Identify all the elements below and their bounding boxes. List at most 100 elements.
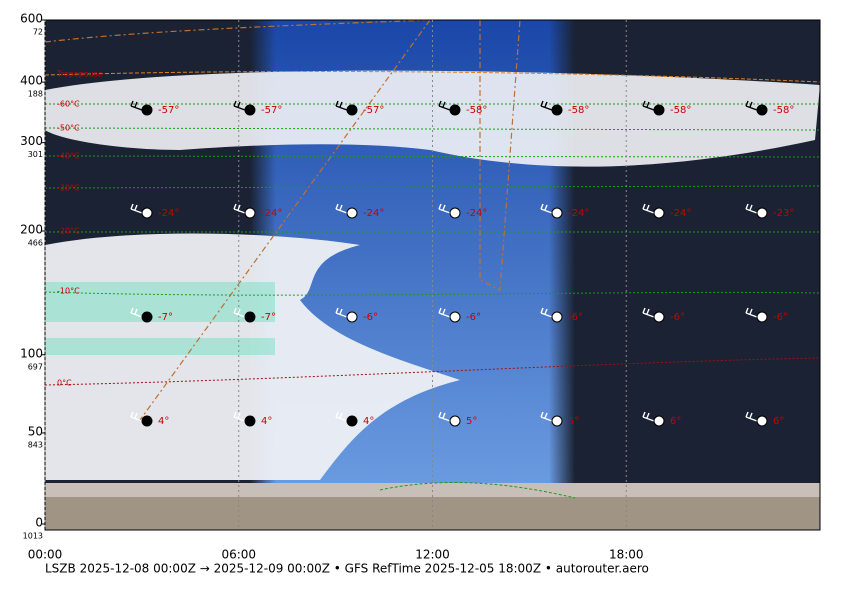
trajectory: [44, 19, 521, 421]
pressure-label: 301: [28, 150, 43, 159]
temperature-label: -7°: [261, 312, 276, 323]
pressure-label: 843: [28, 440, 43, 449]
isotherm-label: -60°C: [57, 100, 80, 109]
wind-barb: [642, 411, 655, 422]
wind-barb: [642, 100, 655, 111]
x-tick-label: 00:00: [28, 548, 63, 562]
wind-barb: [540, 203, 553, 214]
pressure-label: 188: [28, 90, 43, 99]
temperature-label: -57°: [261, 105, 282, 116]
pressure-label: 1013: [23, 532, 43, 541]
wind-barb: [233, 411, 246, 422]
temperature-label: -7°: [158, 312, 173, 323]
temperature-label: 4°: [261, 416, 272, 427]
pressure-label: 72: [33, 28, 43, 37]
wind-barb: [745, 307, 758, 318]
cloud-cover-symbol: [244, 311, 256, 323]
footer: LSZB 2025-12-08 00:00Z → 2025-12-09 00:0…: [45, 562, 649, 576]
cloud-cover-symbol: [244, 104, 256, 116]
y-tick-label: 300: [20, 134, 43, 148]
temperature-label: -24°: [363, 208, 384, 219]
temperature-label: -6°: [568, 312, 583, 323]
wind-barb: [233, 203, 246, 214]
temperature-label: -24°: [670, 208, 691, 219]
temperature-label: -58°: [466, 105, 487, 116]
wind-barb: [438, 307, 451, 318]
isotherms: [44, 103, 821, 296]
temperature-label: -24°: [158, 208, 179, 219]
isotherm-ground: [379, 482, 576, 499]
temperature-label: 5°: [568, 416, 579, 427]
cloud-cover-symbol: [551, 104, 563, 116]
isotherm-label: -30°C: [57, 184, 80, 193]
wind-barb: [335, 411, 348, 422]
cloud-cover-symbol: [346, 311, 358, 323]
cloud-cover-symbol: [346, 207, 358, 219]
cloud-cover-symbol: [653, 104, 665, 116]
temperature-label: -58°: [568, 105, 589, 116]
cloud-cover-symbol: [653, 207, 665, 219]
pressure-label: 466: [28, 239, 43, 248]
wind-barb: [438, 203, 451, 214]
wind-barb: [335, 307, 348, 318]
temperature-label: -23°: [773, 208, 794, 219]
isotherm-label: -40°C: [57, 152, 80, 161]
wind-barb: [642, 203, 655, 214]
temperature-label: -6°: [363, 312, 378, 323]
wind-barb: [540, 100, 553, 111]
cloud-cover-symbol: [449, 311, 461, 323]
temperature-label: -57°: [158, 105, 179, 116]
temperature-label: -58°: [670, 105, 691, 116]
wind-barb: [233, 307, 246, 318]
pressure-label: 697: [28, 362, 43, 371]
terrain: [45, 497, 820, 530]
wind-barb: [642, 307, 655, 318]
cloud-high: [45, 70, 820, 167]
wind-barb: [130, 100, 143, 111]
wind-barb: [130, 203, 143, 214]
cloud-cover-symbol: [449, 207, 461, 219]
isotherm-label: -20°C: [57, 227, 80, 236]
x-tick-label: 18:00: [609, 548, 644, 562]
temperature-label: 6°: [773, 416, 784, 427]
wind-barb: [335, 100, 348, 111]
temperature-label: 4°: [158, 416, 169, 427]
y-tick-label: 0: [35, 516, 43, 530]
cloud-cover-symbol: [653, 415, 665, 427]
cloud-cover-symbol: [449, 104, 461, 116]
isotherm-label: -50°C: [57, 124, 80, 133]
tropopause-line: [44, 70, 821, 83]
cloud-cover-symbol: [756, 104, 768, 116]
wind-barb: [130, 307, 143, 318]
cloud-cover-symbol: [141, 415, 153, 427]
cloud-cover-symbol: [653, 311, 665, 323]
cloud-cover-symbol: [244, 207, 256, 219]
cloud-cover-symbol: [551, 415, 563, 427]
cloud-cover-symbol: [756, 311, 768, 323]
wind-barb: [745, 411, 758, 422]
temperature-label: -57°: [363, 105, 384, 116]
cloud-cover-symbol: [756, 207, 768, 219]
cloud-cover-symbol: [449, 415, 461, 427]
x-tick-label: 12:00: [415, 548, 450, 562]
cloud-cover-symbol: [141, 311, 153, 323]
y-tick-label: 600: [20, 12, 43, 26]
cloud-cover-symbol: [551, 311, 563, 323]
wind-barb: [745, 203, 758, 214]
temperature-label: 5°: [466, 416, 477, 427]
y-tick-label: 100: [20, 346, 43, 360]
wind-barb: [540, 411, 553, 422]
temperature-label: -58°: [773, 105, 794, 116]
temperature-label: -24°: [466, 208, 487, 219]
x-tick-label: 06:00: [221, 548, 256, 562]
isotherm-label: Tropopause: [56, 70, 103, 79]
wind-barb: [233, 100, 246, 111]
cloud-cover-symbol: [141, 104, 153, 116]
temperature-label: -6°: [670, 312, 685, 323]
cloud-cover-symbol: [551, 207, 563, 219]
cloud-cover-symbol: [756, 415, 768, 427]
temperature-label: -6°: [773, 312, 788, 323]
y-tick-label: 50: [28, 424, 43, 438]
